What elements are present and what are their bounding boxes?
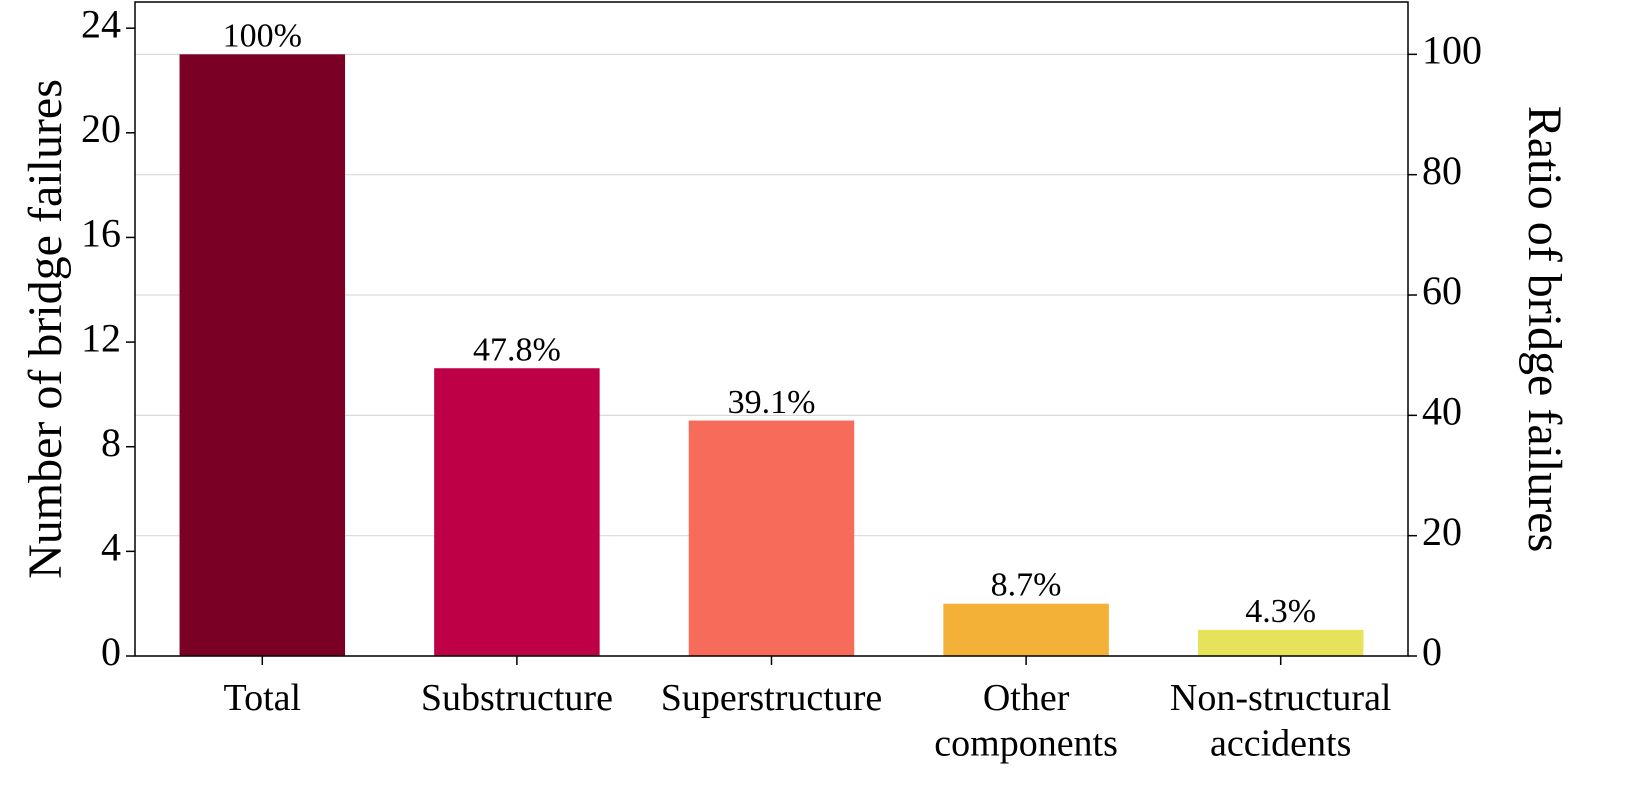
value-label: 39.1% <box>728 384 816 421</box>
y2-tick-label: 40 <box>1422 389 1462 434</box>
y2-tick-label: 80 <box>1422 148 1462 193</box>
y-tick-label: 20 <box>81 106 121 151</box>
x-tick-label: Superstructure <box>661 677 883 719</box>
x-tick-label: Total <box>224 677 302 719</box>
y-tick-label: 8 <box>101 420 121 465</box>
value-label: 8.7% <box>991 567 1062 604</box>
bar <box>688 420 855 656</box>
bar <box>1197 629 1364 656</box>
y-tick-label: 16 <box>81 211 121 256</box>
y2-tick-label: 100 <box>1422 28 1482 73</box>
bar <box>943 603 1109 656</box>
x-tick-label: Non-structural accidents <box>1170 677 1392 765</box>
value-label: 4.3% <box>1245 593 1316 630</box>
bar <box>179 54 346 656</box>
y-axis-title: Number of bridge failures <box>19 79 72 579</box>
y2-tick-label: 0 <box>1422 629 1442 674</box>
y-tick-label: 12 <box>81 315 121 360</box>
value-label: 100% <box>223 17 302 54</box>
value-label: 47.8% <box>473 331 561 368</box>
x-tick-label: Substructure <box>421 677 613 719</box>
y2-tick-label: 20 <box>1422 509 1462 554</box>
y2-tick-label: 60 <box>1422 268 1462 313</box>
bar <box>434 368 600 656</box>
y-tick-label: 24 <box>81 1 121 46</box>
y-tick-label: 0 <box>101 629 121 674</box>
plot-frame <box>134 1 1409 657</box>
y-tick-label: 4 <box>101 525 121 570</box>
y2-axis-title: Ratio of bridge failures <box>1518 106 1571 553</box>
x-tick-label: Other components <box>934 677 1118 765</box>
